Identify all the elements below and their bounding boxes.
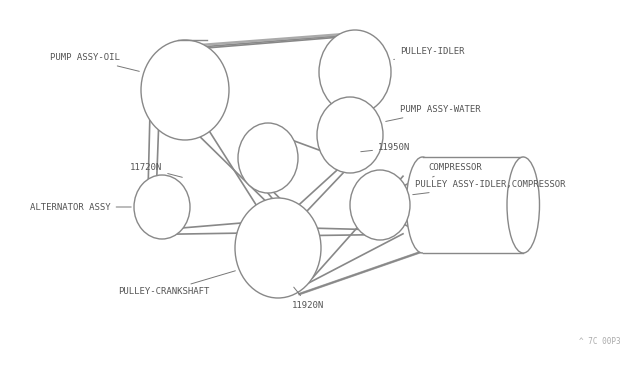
Ellipse shape	[134, 175, 190, 239]
Text: COMPRESSOR: COMPRESSOR	[428, 164, 482, 177]
Ellipse shape	[141, 40, 229, 140]
Text: ALTERNATOR ASSY: ALTERNATOR ASSY	[30, 202, 131, 212]
Text: 11720N: 11720N	[130, 164, 182, 177]
Ellipse shape	[319, 30, 391, 114]
Text: ^ 7C 00P3: ^ 7C 00P3	[579, 337, 621, 346]
Text: PULLEY-IDLER: PULLEY-IDLER	[394, 48, 465, 60]
Ellipse shape	[235, 198, 321, 298]
Bar	[422, 157, 533, 253]
Ellipse shape	[238, 123, 298, 193]
Ellipse shape	[507, 157, 540, 253]
Text: 11920N: 11920N	[292, 287, 324, 310]
Ellipse shape	[406, 157, 439, 253]
Ellipse shape	[350, 170, 410, 240]
Text: PULLEY-CRANKSHAFT: PULLEY-CRANKSHAFT	[118, 271, 236, 296]
Text: PUMP ASSY-WATER: PUMP ASSY-WATER	[386, 106, 481, 121]
Text: PUMP ASSY-OIL: PUMP ASSY-OIL	[50, 54, 140, 71]
Ellipse shape	[317, 97, 383, 173]
Text: 11950N: 11950N	[361, 144, 410, 153]
Text: PULLEY ASSY-IDLER,COMPRESSOR: PULLEY ASSY-IDLER,COMPRESSOR	[413, 180, 566, 195]
